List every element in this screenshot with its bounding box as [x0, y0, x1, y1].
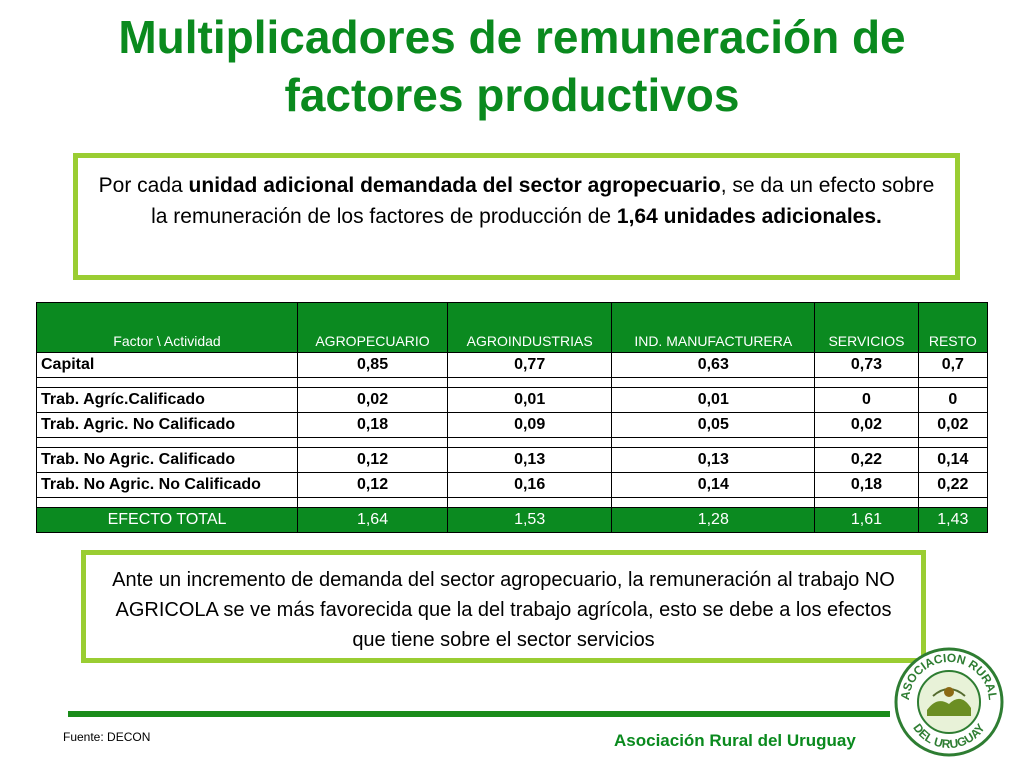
table-row: Capital 0,85 0,77 0,63 0,73 0,7 — [36, 352, 989, 378]
header-resto: RESTO — [917, 302, 989, 353]
table-cell — [611, 497, 816, 508]
table-cell: 0,12 — [296, 472, 449, 498]
table-cell: 0,18 — [296, 412, 449, 438]
table-cell — [917, 497, 989, 508]
table-cell — [296, 437, 449, 448]
row-label: Capital — [36, 352, 298, 378]
table-row: Trab. No Agric. No Calificado 0,12 0,16 … — [36, 472, 989, 498]
table-cell — [611, 377, 816, 388]
row-label: Trab. No Agric. Calificado — [36, 447, 298, 473]
conclusion-text: Ante un incremento de demanda del sector… — [112, 569, 895, 651]
total-cell: 1,43 — [917, 507, 989, 533]
header-ind-manufacturera: IND. MANUFACTURERA — [611, 302, 816, 353]
table-cell — [447, 497, 613, 508]
table-cell: 0,7 — [917, 352, 989, 378]
total-cell: 1,53 — [447, 507, 613, 533]
table-cell — [447, 437, 613, 448]
table-cell — [917, 377, 989, 388]
table-cell: 0,73 — [814, 352, 919, 378]
table-cell: 0,12 — [296, 447, 449, 473]
table-cell: 0,22 — [814, 447, 919, 473]
table-row: Trab. Agríc.Calificado 0,02 0,01 0,01 0 … — [36, 387, 989, 413]
table-cell — [917, 437, 989, 448]
intro-text-2: , se da un efecto sobre la remuneración … — [151, 174, 935, 228]
table-cell — [814, 377, 919, 388]
table-cell: 0,02 — [814, 412, 919, 438]
table-spacer-row — [36, 377, 989, 388]
header-agropecuario: AGROPECUARIO — [296, 302, 449, 353]
intro-bold-1: unidad adicional demandada del sector ag… — [188, 174, 721, 197]
table-cell: 0,63 — [611, 352, 816, 378]
table-cell: 0,18 — [814, 472, 919, 498]
table-cell: 0,77 — [447, 352, 613, 378]
table-cell — [447, 377, 613, 388]
table-cell — [814, 497, 919, 508]
table-spacer-row — [36, 497, 989, 508]
title-line-2: factores productivos — [284, 69, 740, 121]
organization-name: Asociación Rural del Uruguay — [614, 731, 856, 750]
total-cell: 1,61 — [814, 507, 919, 533]
footer-divider — [68, 711, 890, 717]
table-cell — [36, 377, 298, 388]
table-cell: 0,02 — [296, 387, 449, 413]
intro-bold-2: 1,64 unidades adicionales. — [616, 205, 882, 228]
row-label: Trab. No Agric. No Calificado — [36, 472, 298, 498]
asociacion-rural-seal-icon: ASOCIACION RURAL DEL URUGUAY — [894, 647, 1004, 757]
table-cell: 0,09 — [447, 412, 613, 438]
table-row: Trab. Agric. No Calificado 0,18 0,09 0,0… — [36, 412, 989, 438]
intro-text-1: Por cada — [98, 174, 189, 197]
table-cell: 0,16 — [447, 472, 613, 498]
table-row: Trab. No Agric. Calificado 0,12 0,13 0,1… — [36, 447, 989, 473]
source-note: Fuente: DECON — [63, 730, 151, 744]
total-cell: 1,28 — [611, 507, 816, 533]
header-factor: Factor \ Actividad — [36, 302, 298, 353]
table-cell: 0,22 — [917, 472, 989, 498]
table-cell — [296, 497, 449, 508]
table-cell: 0,85 — [296, 352, 449, 378]
table-cell: 0,05 — [611, 412, 816, 438]
table-total-row: EFECTO TOTAL 1,64 1,53 1,28 1,61 1,43 — [36, 507, 989, 533]
table-header-row: Factor \ Actividad AGROPECUARIO AGROINDU… — [36, 302, 989, 353]
total-label: EFECTO TOTAL — [36, 507, 298, 533]
table-cell: 0,01 — [611, 387, 816, 413]
header-agroindustrias: AGROINDUSTRIAS — [447, 302, 613, 353]
table-spacer-row — [36, 437, 989, 448]
slide-title: Multiplicadores de remuneración de facto… — [0, 8, 1024, 124]
multipliers-table: Factor \ Actividad AGROPECUARIO AGROINDU… — [36, 302, 989, 533]
header-servicios: SERVICIOS — [814, 302, 919, 353]
table-cell: 0,13 — [447, 447, 613, 473]
table-cell — [36, 437, 298, 448]
table-cell: 0,01 — [447, 387, 613, 413]
table-cell — [296, 377, 449, 388]
table-cell — [814, 437, 919, 448]
total-cell: 1,64 — [296, 507, 449, 533]
table-cell: 0,13 — [611, 447, 816, 473]
table-cell — [611, 437, 816, 448]
row-label: Trab. Agric. No Calificado — [36, 412, 298, 438]
table-cell: 0,02 — [917, 412, 989, 438]
table-cell: 0,14 — [611, 472, 816, 498]
conclusion-box: Ante un incremento de demanda del sector… — [81, 550, 926, 663]
table-cell: 0,14 — [917, 447, 989, 473]
table-cell — [36, 497, 298, 508]
table-cell: 0 — [814, 387, 919, 413]
intro-box: Por cada unidad adicional demandada del … — [73, 153, 960, 280]
row-label: Trab. Agríc.Calificado — [36, 387, 298, 413]
title-line-1: Multiplicadores de remuneración de — [118, 11, 906, 63]
table-cell: 0 — [917, 387, 989, 413]
